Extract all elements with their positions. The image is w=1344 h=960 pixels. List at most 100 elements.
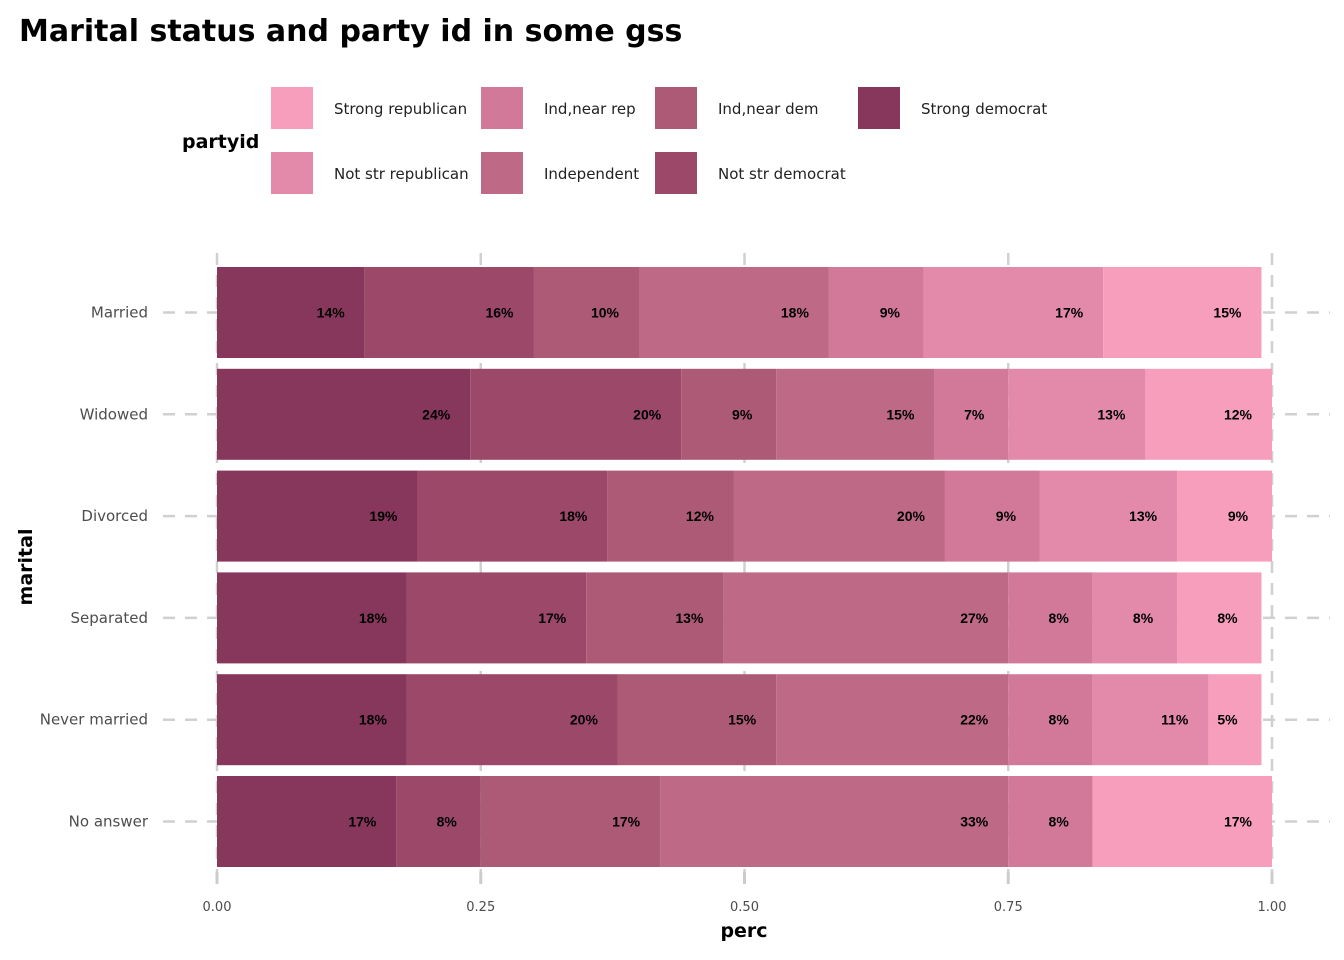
bar-label-separated-ind-near-dem: 13% [675, 610, 704, 626]
bar-no-answer-ind-near-rep [1008, 776, 1093, 867]
x-tick-label-2: 0.50 [730, 900, 759, 915]
legend: partyid Strong republican Not str republi… [182, 87, 1047, 194]
bar-label-widowed-strong-republican: 12% [1224, 406, 1253, 422]
bar-no-answer-independent [660, 776, 1009, 867]
bar-label-no-answer-not-str-democrat: 8% [437, 814, 458, 830]
bar-label-widowed-independent: 15% [886, 406, 915, 422]
bar-separated-strong-republican [1177, 572, 1262, 664]
bar-divorced-strong-democrat [217, 470, 418, 562]
bar-separated-strong-democrat [217, 572, 407, 664]
legend-label-ind-near-dem: Ind,near dem [718, 100, 818, 118]
bar-label-widowed-strong-democrat: 24% [422, 406, 451, 422]
bar-label-divorced-strong-republican: 9% [1228, 508, 1249, 524]
y-tick-label-separated: Separated [71, 609, 148, 627]
legend-swatch-ind-near-rep [481, 87, 523, 129]
bar-widowed-not-str-democrat [470, 368, 682, 460]
x-tick-label-4: 1.00 [1258, 900, 1287, 915]
bar-widowed-ind-near-rep [934, 368, 1009, 460]
bar-no-answer-not-str-democrat [396, 776, 481, 867]
bar-label-no-answer-strong-republican: 17% [1224, 814, 1253, 830]
legend-swatch-strong-democrat [858, 87, 900, 129]
legend-label-strong-democrat: Strong democrat [921, 100, 1047, 118]
y-tick-label-divorced: Divorced [81, 507, 148, 525]
bar-no-answer-ind-near-dem [480, 776, 661, 867]
bar-never-married-ind-near-dem [617, 674, 777, 766]
legend-swatch-not-str-democrat [655, 152, 697, 194]
bar-married-strong-republican [1103, 267, 1262, 358]
legend-label-not-str-republican: Not str republican [334, 165, 469, 183]
bar-no-answer-strong-democrat [217, 776, 397, 867]
bar-label-divorced-ind-near-dem: 12% [686, 508, 715, 524]
legend-label-not-str-democrat: Not str democrat [718, 165, 846, 183]
y-tick-label-widowed: Widowed [80, 405, 148, 423]
bar-divorced-ind-near-rep [944, 470, 1040, 562]
bar-label-married-strong-democrat: 14% [317, 305, 346, 321]
bar-label-married-ind-near-rep: 9% [880, 305, 901, 321]
chart-title: Marital status and party id in some gss [19, 14, 682, 49]
bar-never-married-strong-republican [1208, 674, 1262, 766]
y-axis-title: marital [15, 529, 37, 606]
bar-married-strong-democrat [217, 267, 365, 358]
bar-widowed-strong-republican [1145, 368, 1272, 460]
x-tick-label-1: 0.25 [466, 900, 495, 915]
bar-label-no-answer-ind-near-rep: 8% [1049, 814, 1070, 830]
bar-label-divorced-not-str-republican: 13% [1129, 508, 1158, 524]
bar-label-widowed-ind-near-dem: 9% [732, 406, 753, 422]
bars [217, 267, 1272, 867]
legend-title: partyid [182, 131, 259, 153]
bar-widowed-ind-near-dem [681, 368, 777, 460]
bar-label-no-answer-strong-democrat: 17% [348, 814, 377, 830]
bar-widowed-strong-democrat [217, 368, 471, 460]
bar-never-married-not-str-republican [1092, 674, 1209, 766]
legend-swatch-strong-republican [271, 87, 313, 129]
bar-divorced-not-str-democrat [417, 470, 608, 562]
bar-label-separated-not-str-republican: 8% [1133, 610, 1154, 626]
bar-label-never-married-not-str-republican: 11% [1161, 712, 1189, 728]
bar-label-no-answer-independent: 33% [960, 814, 989, 830]
y-axis: Married Widowed Divorced Separated Never mar… [40, 304, 149, 831]
bar-never-married-ind-near-rep [1008, 674, 1093, 766]
legend-swatch-not-str-republican [271, 152, 313, 194]
bar-label-never-married-independent: 22% [960, 712, 989, 728]
bar-label-divorced-independent: 20% [897, 508, 926, 524]
bar-label-never-married-not-str-democrat: 20% [570, 712, 599, 728]
bar-widowed-independent [776, 368, 935, 460]
bar-label-separated-strong-republican: 8% [1217, 610, 1238, 626]
bar-label-widowed-ind-near-rep: 7% [964, 406, 985, 422]
bar-label-married-strong-republican: 15% [1213, 305, 1242, 321]
bar-label-widowed-not-str-republican: 13% [1097, 406, 1126, 422]
bar-label-no-answer-ind-near-dem: 17% [612, 814, 641, 830]
y-tick-label-no-answer: No answer [69, 813, 149, 831]
bar-never-married-independent [776, 674, 1009, 766]
bar-separated-not-str-republican [1092, 572, 1178, 664]
bar-label-married-not-str-republican: 17% [1055, 305, 1084, 321]
x-axis: 0.00 0.25 0.50 0.75 1.00 [203, 872, 1287, 915]
bar-label-widowed-not-str-democrat: 20% [633, 406, 662, 422]
bar-separated-ind-near-dem [586, 572, 724, 664]
x-tick-label-3: 0.75 [994, 900, 1023, 915]
legend-label-ind-near-rep: Ind,near rep [544, 100, 636, 118]
bar-married-independent [639, 267, 829, 358]
bar-label-separated-not-str-democrat: 17% [538, 610, 567, 626]
y-tick-label-married: Married [91, 304, 148, 322]
bar-label-divorced-strong-democrat: 19% [369, 508, 398, 524]
bar-label-separated-ind-near-rep: 8% [1049, 610, 1070, 626]
bar-label-never-married-ind-near-dem: 15% [728, 712, 757, 728]
bar-married-ind-near-dem [533, 267, 639, 358]
y-tick-label-never-married: Never married [40, 711, 148, 729]
bar-married-not-str-republican [923, 267, 1104, 358]
bar-separated-ind-near-rep [1008, 572, 1093, 664]
legend-swatch-independent [481, 152, 523, 194]
bar-label-never-married-ind-near-rep: 8% [1049, 712, 1070, 728]
bar-divorced-independent [733, 470, 945, 562]
bar-label-married-not-str-democrat: 16% [485, 305, 514, 321]
bar-divorced-not-str-republican [1039, 470, 1178, 562]
bar-label-married-ind-near-dem: 10% [591, 305, 620, 321]
legend-label-independent: Independent [544, 165, 639, 183]
bar-separated-independent [723, 572, 1009, 664]
x-axis-title: perc [720, 920, 767, 942]
legend-swatch-ind-near-dem [655, 87, 697, 129]
bar-divorced-ind-near-dem [607, 470, 734, 562]
bar-label-separated-independent: 27% [960, 610, 989, 626]
